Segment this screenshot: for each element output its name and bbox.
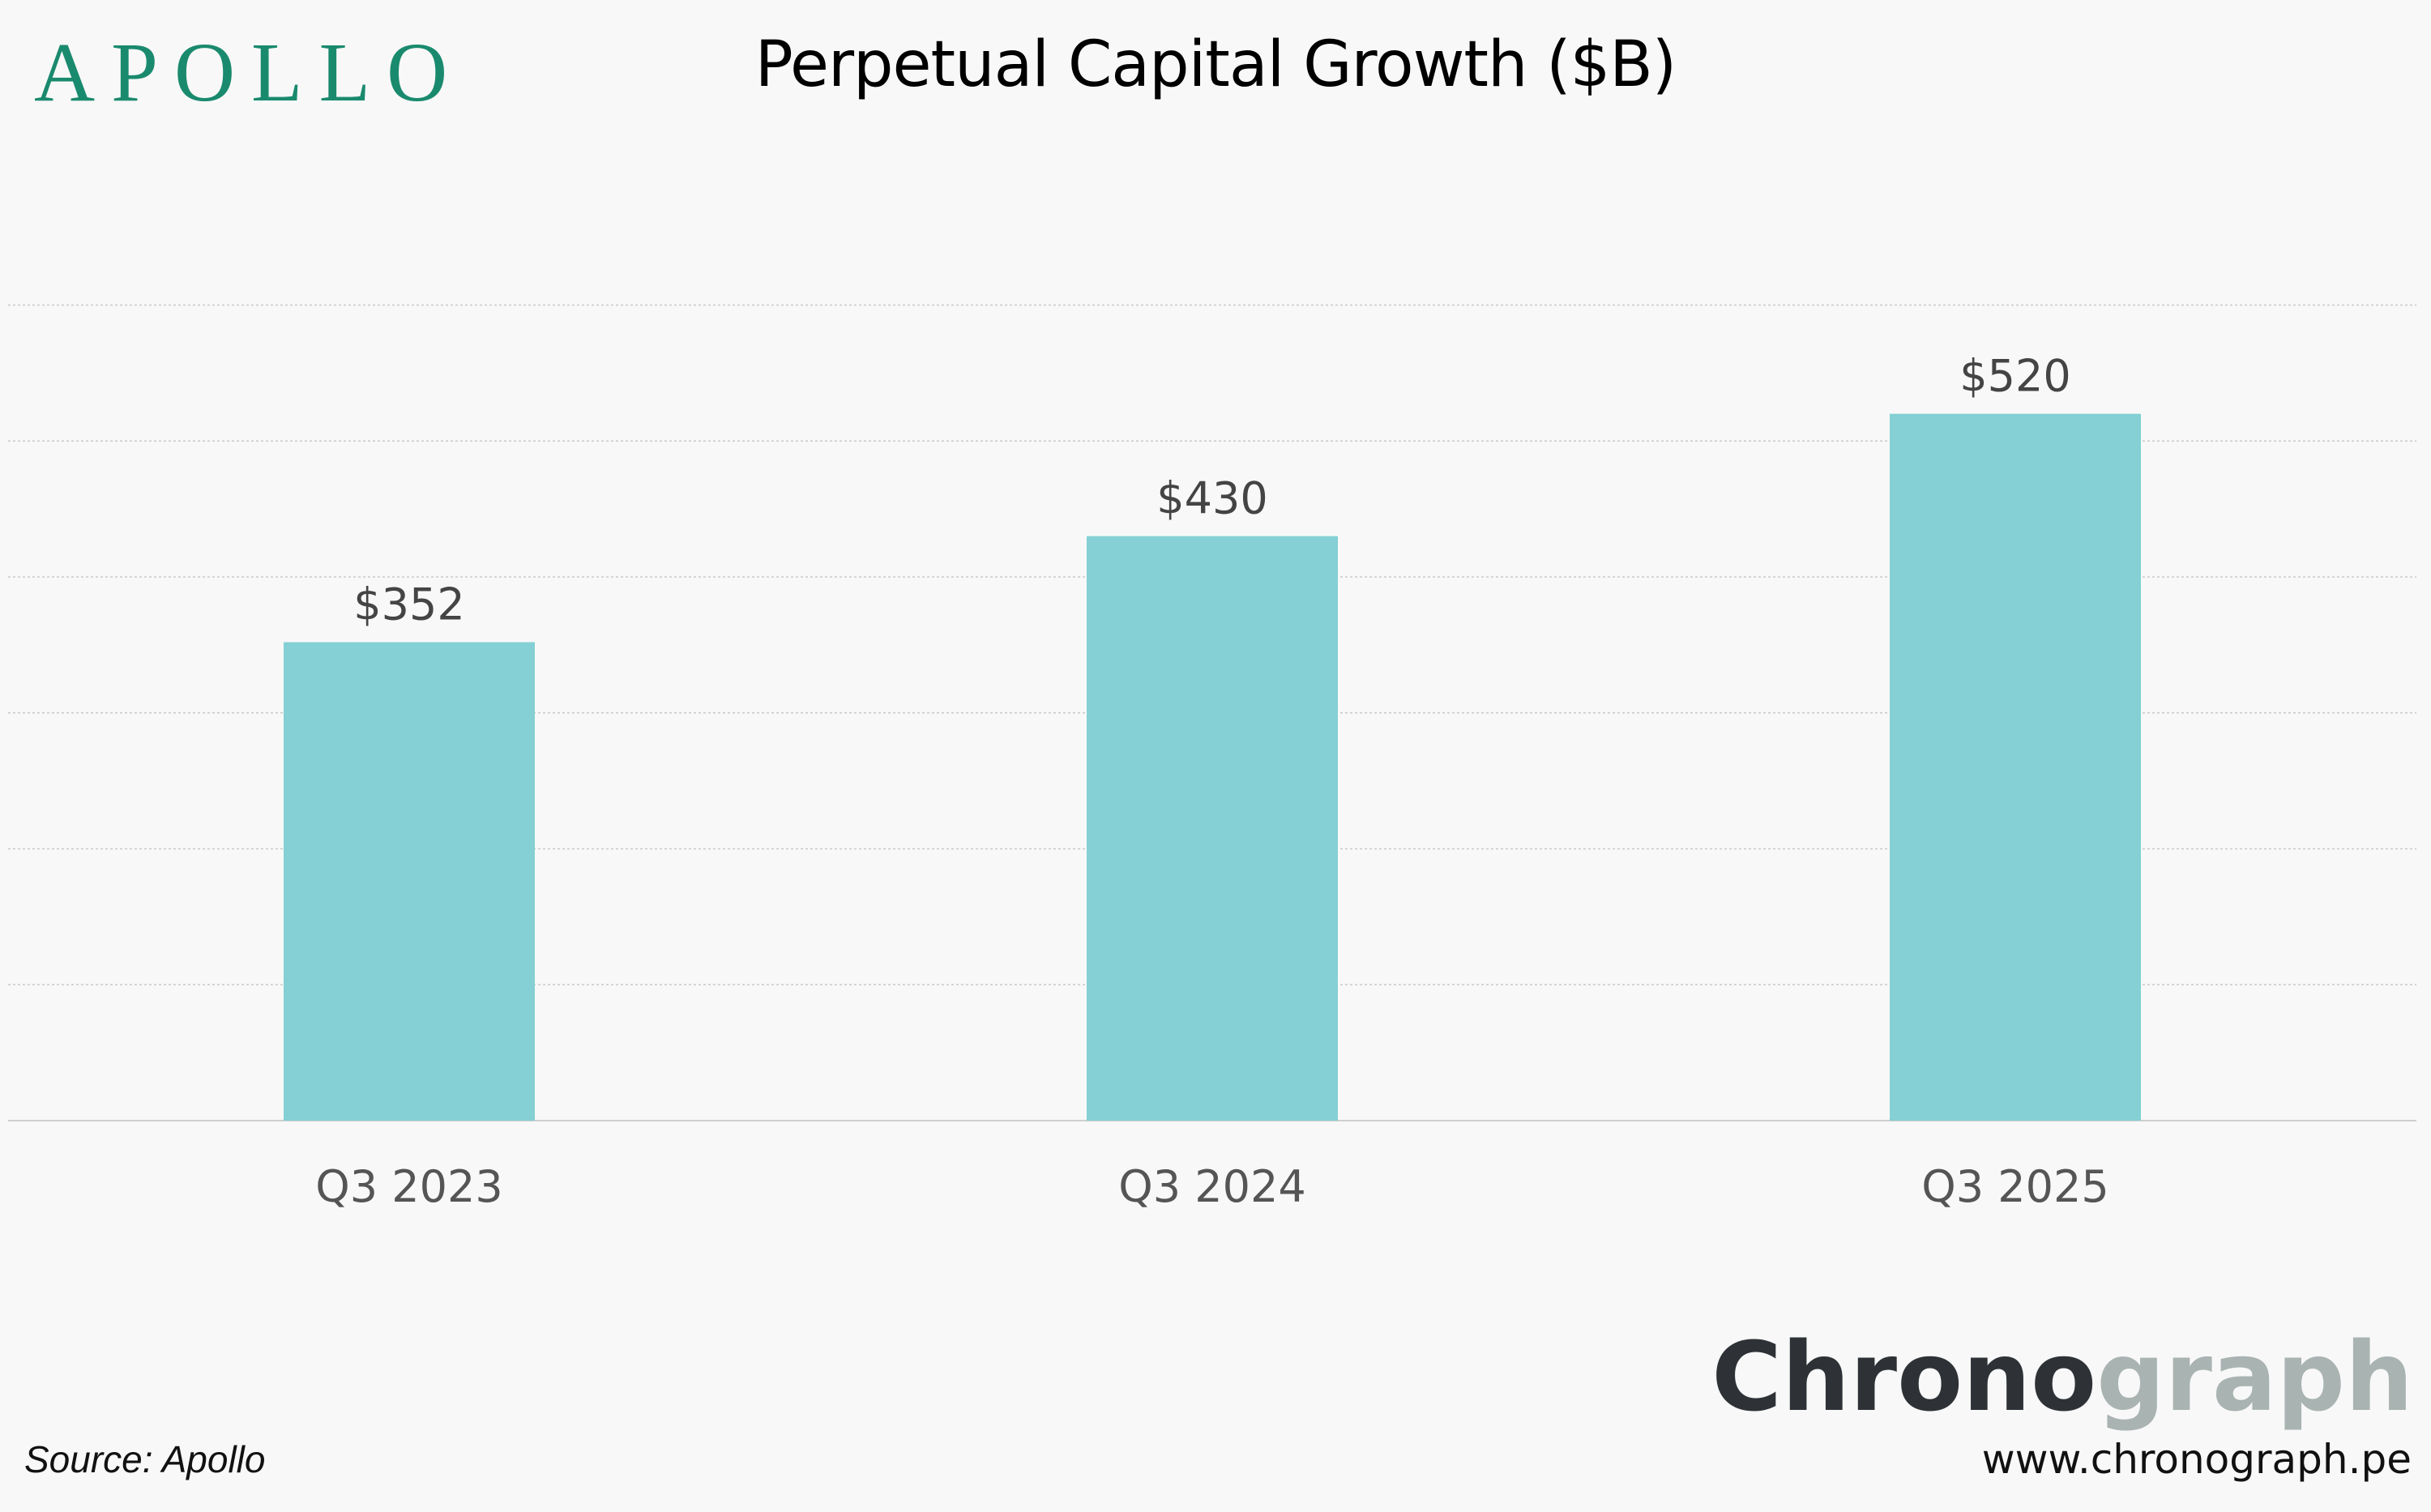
bar-q3-2024 <box>1087 536 1338 1121</box>
bars <box>284 413 2141 1121</box>
chronograph-logo: Chronograph <box>1711 1329 2413 1424</box>
x-tick-label: Q3 2024 <box>1118 1161 1305 1212</box>
category-labels: Q3 2023 Q3 2024 Q3 2025 <box>315 1161 2108 1212</box>
bar-q3-2025 <box>1890 413 2141 1121</box>
x-tick-label: Q3 2025 <box>1921 1161 2108 1212</box>
publisher-url: www.chronograph.pe <box>1981 1436 2412 1483</box>
value-labels: $352 $430 $520 <box>353 351 2070 630</box>
source-note: Source: Apollo <box>24 1438 266 1480</box>
apollo-logo: APOLLO <box>34 26 464 119</box>
chart-title-text: Perpetual Capital Growth ($B) <box>754 28 1677 101</box>
bar-value-label: $520 <box>1959 351 2070 402</box>
bar-q3-2023 <box>284 642 535 1121</box>
chronograph-logo-dark-part: Chrono <box>1711 1321 2097 1433</box>
bar-value-label: $352 <box>353 579 464 630</box>
bar-value-label: $430 <box>1156 473 1267 524</box>
chart-title: Perpetual Capital Growth ($B) <box>0 28 2431 101</box>
chronograph-logo-light-part: graph <box>2096 1321 2413 1433</box>
x-tick-label: Q3 2023 <box>315 1161 502 1212</box>
